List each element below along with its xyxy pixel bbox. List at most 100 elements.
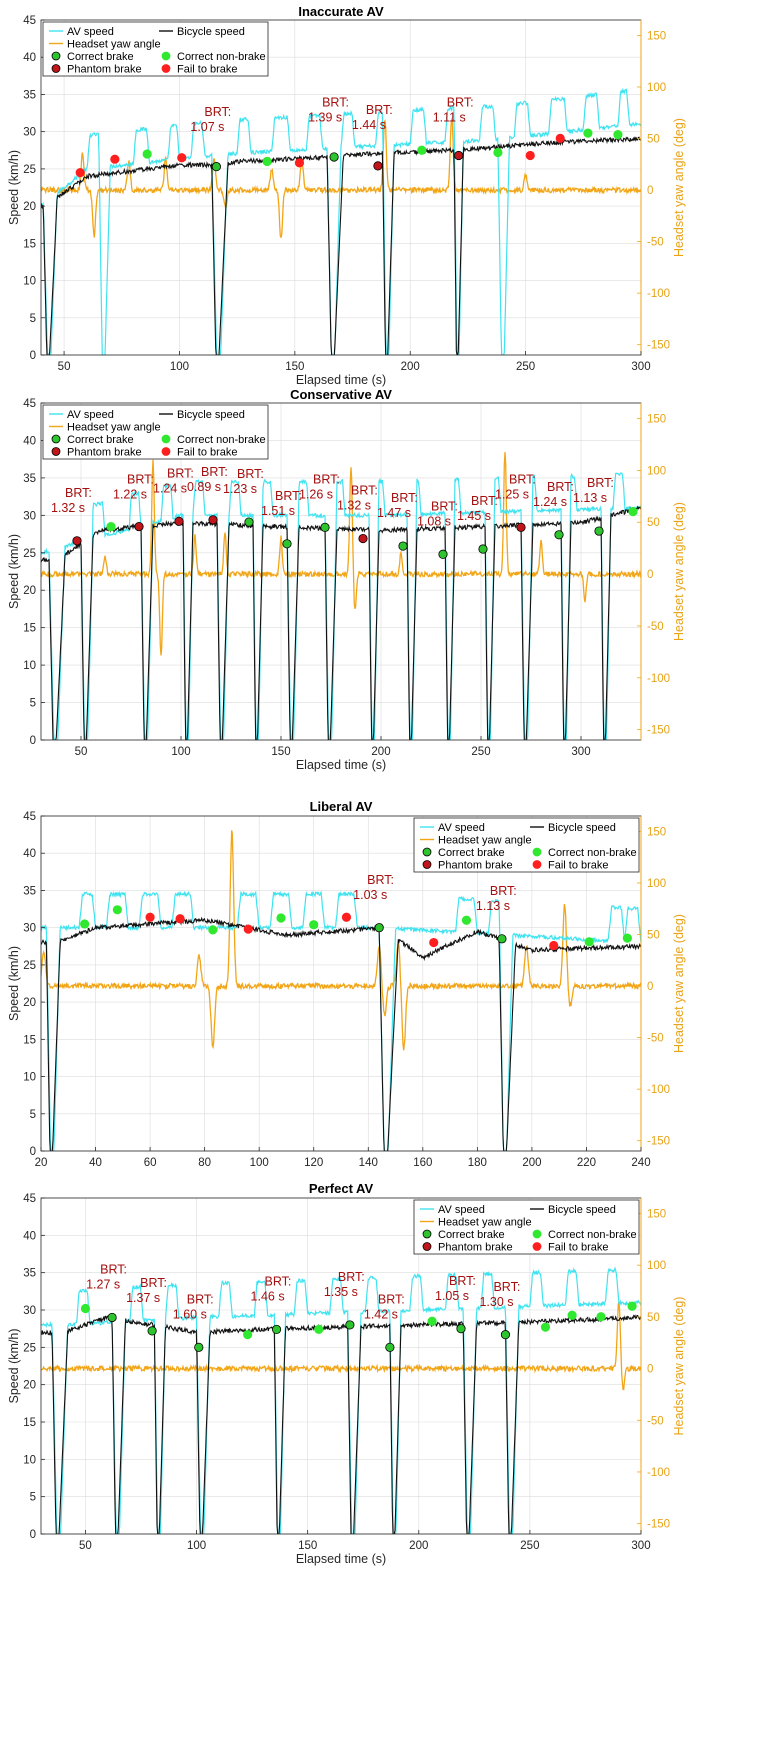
legend-label-fail-to-brake: Fail to brake	[177, 64, 238, 76]
y-tick-label: 15	[23, 623, 36, 635]
x-tick-label: 240	[631, 1157, 650, 1169]
marker-phantom-brake	[72, 536, 82, 546]
brt-label-prefix: BRT:	[275, 489, 302, 503]
marker-correct-brake	[282, 539, 292, 549]
y-right-tick-label: 50	[647, 134, 660, 146]
marker-correct-non-brake	[142, 149, 152, 159]
brt-label-prefix: BRT:	[493, 1280, 520, 1294]
x-tick-label: 60	[144, 1157, 157, 1169]
brt-label-value: 1.05 s	[435, 1289, 469, 1303]
legend-swatch-correct-non-brake	[161, 434, 171, 444]
y-tick-label: 45	[23, 398, 36, 410]
marker-correct-non-brake	[262, 156, 272, 167]
y-tick-label: 0	[30, 350, 36, 362]
x-tick-label: 200	[371, 746, 390, 758]
legend-label-yaw: Headset yaw angle	[67, 39, 161, 51]
brt-label-prefix: BRT:	[127, 472, 154, 486]
x-tick-label: 300	[571, 746, 590, 758]
y-right-tick-label: 50	[647, 1312, 660, 1324]
brt-label-prefix: BRT:	[322, 96, 349, 110]
x-tick-label: 100	[170, 361, 189, 373]
y-tick-label: 40	[23, 52, 36, 64]
legend-label-bicycle-speed: Bicycle speed	[548, 1204, 616, 1216]
y-right-tick-label: 100	[647, 82, 666, 94]
legend-label-av-speed: AV speed	[438, 1204, 485, 1216]
brt-label-value: 1.32 s	[337, 499, 371, 513]
marker-correct-non-brake	[584, 937, 594, 947]
x-tick-label: 250	[471, 746, 490, 758]
brt-label-prefix: BRT:	[367, 873, 394, 887]
av-speed-line	[41, 87, 641, 355]
x-axis-label: Elapsed time (s)	[296, 758, 386, 772]
marker-correct-non-brake	[613, 130, 623, 140]
marker-correct-brake	[456, 1324, 466, 1334]
legend-label-bicycle-speed: Bicycle speed	[177, 26, 245, 38]
x-tick-label: 250	[516, 361, 535, 373]
x-axis-label: Elapsed time (s)	[296, 1552, 386, 1566]
yaw-angle-line	[41, 117, 641, 239]
marker-fail-to-brake	[110, 154, 120, 164]
brt-label-prefix: BRT:	[449, 1274, 476, 1288]
chart-title: Perfect AV	[309, 1181, 374, 1196]
brt-label-value: 1.30 s	[479, 1295, 513, 1309]
y-right-tick-label: 100	[647, 465, 666, 477]
brt-label-value: 1.39 s	[308, 111, 342, 125]
y-right-tick-label: 150	[647, 30, 666, 42]
brt-label-value: 1.51 s	[261, 504, 295, 518]
brt-label-value: 1.32 s	[51, 501, 85, 515]
y-tick-label: 35	[23, 885, 36, 897]
x-tick-label: 300	[631, 1540, 650, 1552]
legend-swatch-correct-brake	[422, 1229, 432, 1239]
brt-label-prefix: BRT:	[201, 465, 228, 479]
legend-swatch-correct-non-brake	[532, 1229, 542, 1239]
y-tick-label: 10	[23, 1454, 36, 1466]
y-right-tick-label: -100	[647, 1084, 670, 1096]
marker-fail-to-brake	[243, 924, 253, 934]
y-tick-label: 30	[23, 127, 36, 139]
y-tick-label: 40	[23, 848, 36, 860]
marker-fail-to-brake	[177, 153, 187, 163]
brt-label-value: 1.23 s	[223, 482, 257, 496]
legend-label-av-speed: AV speed	[67, 26, 114, 38]
chart-title: Inaccurate AV	[298, 4, 384, 19]
marker-correct-brake	[244, 517, 254, 527]
y-tick-label: 45	[23, 15, 36, 27]
brt-label-value: 1.45 s	[457, 509, 491, 523]
brt-label-prefix: BRT:	[391, 491, 418, 505]
brt-label-prefix: BRT:	[313, 472, 340, 486]
legend-swatch-fail-to-brake	[532, 1242, 542, 1251]
marker-correct-non-brake	[627, 1301, 637, 1311]
bicycle-speed-line	[41, 1314, 641, 1534]
y-right-tick-label: 100	[647, 1260, 666, 1272]
y-tick-label: 25	[23, 164, 36, 176]
brt-label-value: 1.25 s	[495, 487, 529, 501]
brt-label-value: 1.37 s	[126, 1291, 160, 1305]
y-tick-label: 5	[30, 1492, 36, 1504]
bicycle-speed-line	[41, 505, 641, 740]
brt-label-value: 1.27 s	[86, 1278, 120, 1292]
brt-label-prefix: BRT:	[338, 1270, 365, 1284]
legend-label-fail-to-brake: Fail to brake	[548, 860, 609, 872]
y-tick-label: 30	[23, 923, 36, 935]
legend-label-av-speed: AV speed	[67, 409, 114, 421]
x-tick-label: 200	[522, 1157, 541, 1169]
y-right-tick-label: -50	[647, 1033, 664, 1045]
y-tick-label: 10	[23, 1072, 36, 1084]
legend-label-phantom-brake: Phantom brake	[67, 64, 142, 76]
marker-fail-to-brake	[525, 150, 535, 161]
x-tick-label: 150	[285, 361, 304, 373]
brt-label-prefix: BRT:	[351, 484, 378, 498]
y-tick-label: 25	[23, 960, 36, 972]
marker-fail-to-brake	[549, 940, 559, 951]
legend-label-correct-non-brake: Correct non-brake	[548, 1229, 637, 1241]
y-right-tick-label: -50	[647, 237, 664, 249]
brt-label-prefix: BRT:	[167, 466, 194, 480]
brt-label-value: 1.24 s	[533, 495, 567, 509]
y-tick-label: 5	[30, 313, 36, 325]
brt-label-prefix: BRT:	[100, 1263, 127, 1277]
plot-area	[41, 87, 641, 355]
legend-label-correct-brake: Correct brake	[438, 847, 505, 859]
y-tick-label: 30	[23, 1305, 36, 1317]
marker-correct-non-brake	[80, 919, 90, 929]
